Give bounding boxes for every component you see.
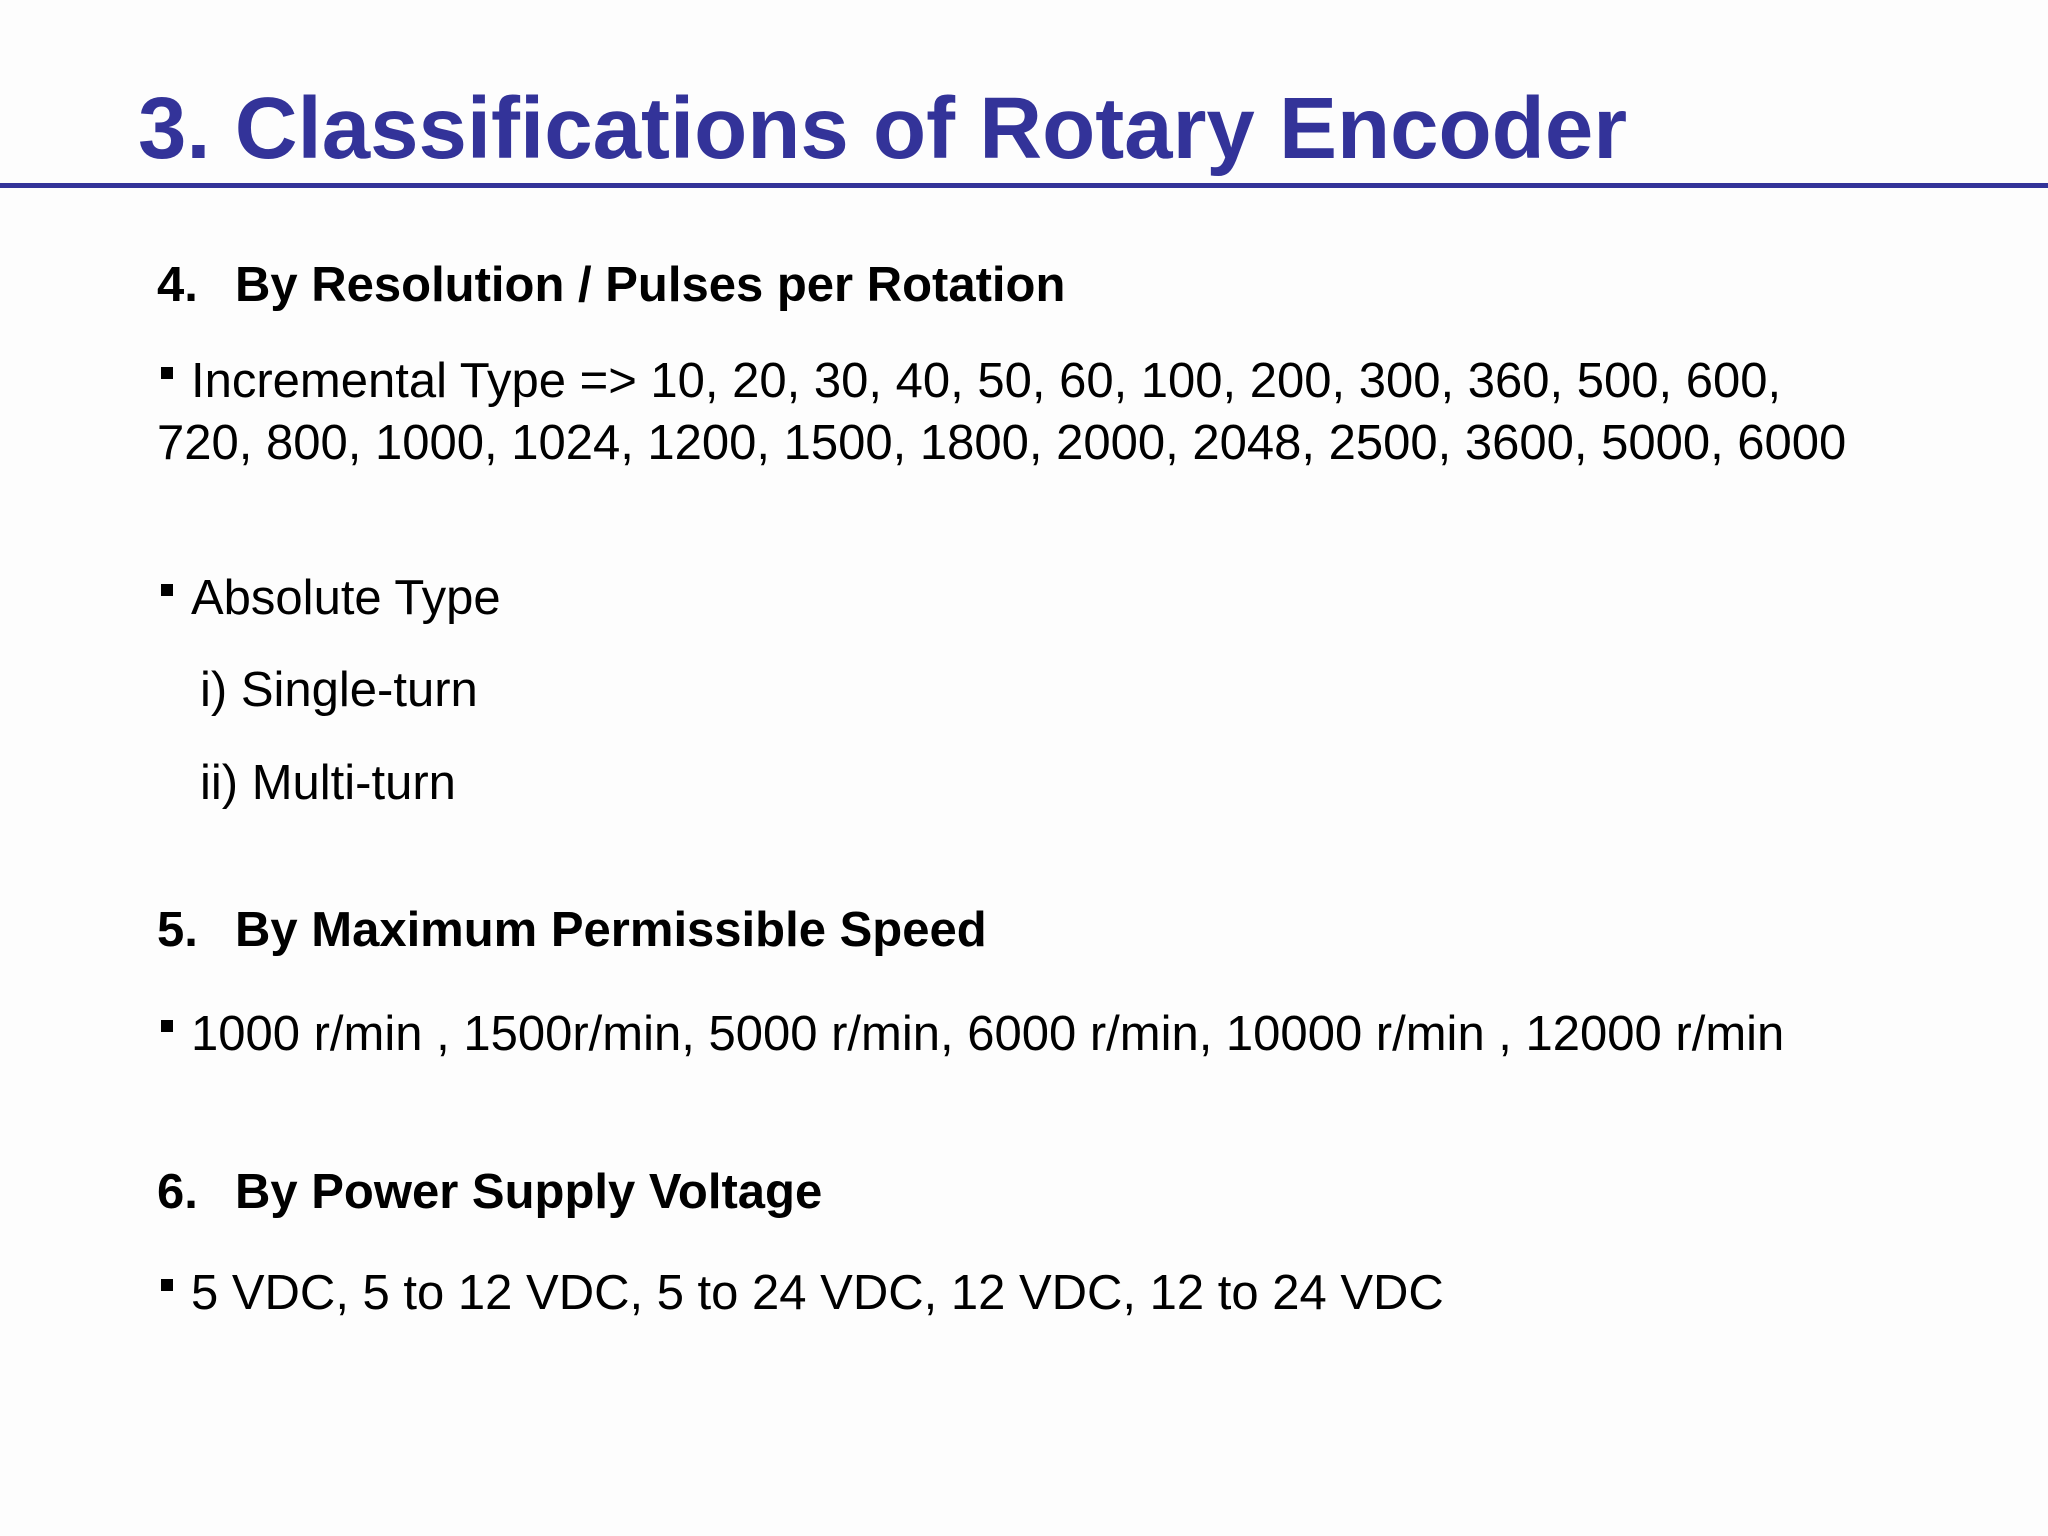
section-heading-resolution: 4. By Resolution / Pulses per Rotation [157, 255, 1065, 315]
section-heading-speed: 5. By Maximum Permissible Speed [157, 900, 987, 960]
slide-title: 3. Classifications of Rotary Encoder [138, 80, 1628, 177]
bullet-voltage-values: 5 VDC, 5 to 12 VDC, 5 to 24 VDC, 12 VDC,… [157, 1262, 1444, 1324]
bullet-speed-values: 1000 r/min , 1500r/min, 5000 r/min, 6000… [157, 1003, 1784, 1065]
bullet-text: 5 VDC, 5 to 12 VDC, 5 to 24 VDC, 12 VDC,… [191, 1266, 1444, 1320]
section-number: 6. [157, 1165, 198, 1219]
sub-item-single-turn: i) Single-turn [200, 663, 478, 717]
section-heading-voltage: 6. By Power Supply Voltage [157, 1162, 822, 1222]
section-number: 4. [157, 258, 198, 312]
bullet-text: Incremental Type => 10, 20, 30, 40, 50, … [157, 354, 1847, 470]
bullet-text: 1000 r/min , 1500r/min, 5000 r/min, 6000… [191, 1007, 1785, 1061]
section-heading-text: By Power Supply Voltage [235, 1165, 823, 1219]
square-bullet-icon [161, 1020, 173, 1032]
bullet-incremental-type: Incremental Type => 10, 20, 30, 40, 50, … [157, 350, 1877, 474]
bullet-text: Absolute Type [191, 571, 501, 625]
square-bullet-icon [161, 1279, 173, 1291]
sub-item-multi-turn: ii) Multi-turn [200, 756, 456, 810]
bullet-absolute-type: Absolute Type [157, 567, 501, 629]
square-bullet-icon [161, 584, 173, 596]
square-bullet-icon [161, 367, 173, 379]
section-number: 5. [157, 903, 198, 957]
section-heading-text: By Maximum Permissible Speed [235, 903, 987, 957]
section-heading-text: By Resolution / Pulses per Rotation [235, 258, 1066, 312]
title-underline [0, 183, 2048, 188]
